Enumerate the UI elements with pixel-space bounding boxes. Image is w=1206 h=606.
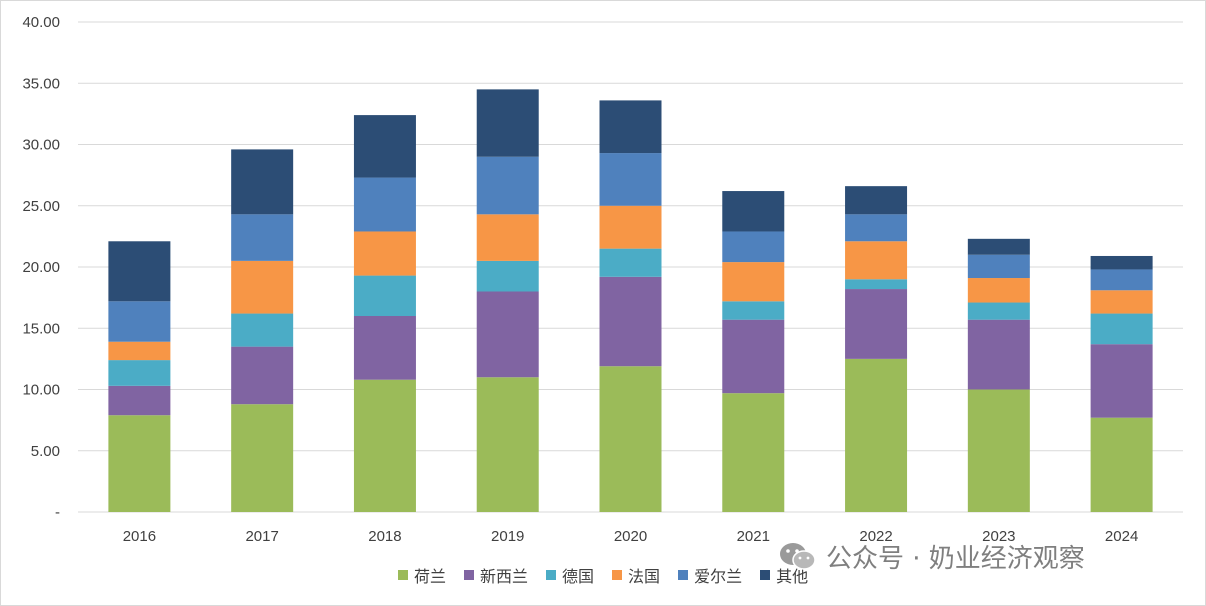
bar-segment	[231, 214, 294, 261]
x-tick-label: 2021	[737, 528, 770, 545]
bar-segment	[967, 302, 1030, 320]
y-tick-label: 40.00	[22, 14, 60, 31]
legend: 荷兰 新西兰 德国 法国 爱尔兰 其他	[398, 563, 808, 587]
x-tick-label: 2020	[614, 528, 647, 545]
bar-segment	[353, 316, 416, 380]
bar-segment	[476, 156, 539, 215]
bars	[108, 89, 1153, 512]
legend-label: 爱尔兰	[694, 567, 743, 586]
bar-segment	[599, 153, 662, 206]
x-axis-ticks: 2016 2017 2018 2019 2020 2021 2022 2023 2024	[123, 528, 1139, 545]
bar-segment	[845, 358, 908, 512]
y-axis-ticks: - 5.00 10.00 15.00 20.00 25.00 30.00 35.00 40.00	[22, 14, 60, 521]
bar-segment	[967, 278, 1030, 303]
y-tick-label: 20.00	[22, 259, 60, 276]
y-tick-label: 10.00	[22, 382, 60, 399]
bar-segment	[722, 191, 785, 232]
legend-swatch	[546, 570, 557, 580]
legend-swatch	[760, 570, 771, 580]
bar-segment	[967, 238, 1030, 255]
y-tick-label: 30.00	[22, 137, 60, 154]
bar-segment	[1090, 255, 1153, 270]
bar-segment	[1090, 344, 1153, 418]
bar-segment	[1090, 269, 1153, 291]
bar-segment	[722, 393, 785, 512]
bar-segment	[599, 100, 662, 154]
bar-segment	[845, 289, 908, 359]
legend-label: 其他	[776, 567, 809, 586]
bar-segment	[353, 379, 416, 512]
bar-segment	[353, 177, 416, 232]
x-tick-label: 2022	[859, 528, 892, 545]
x-tick-label: 2018	[368, 528, 401, 545]
bar-segment	[599, 366, 662, 512]
bar-segment	[476, 214, 539, 261]
y-tick-label: 35.00	[22, 75, 60, 92]
bar-segment	[967, 389, 1030, 512]
bar-segment	[845, 241, 908, 280]
legend-item: 荷兰	[398, 563, 446, 587]
y-tick-label: 5.00	[31, 443, 60, 460]
legend-item: 爱尔兰	[678, 563, 742, 587]
x-tick-label: 2019	[491, 528, 524, 545]
bar-segment	[845, 186, 908, 215]
bar-segment	[967, 254, 1030, 279]
bar-segment	[108, 415, 171, 512]
x-tick-label: 2016	[123, 528, 156, 545]
y-tick-label: 25.00	[22, 198, 60, 215]
watermark-text: 公众号 · 奶业经济观察	[826, 544, 1085, 574]
x-tick-label: 2024	[1105, 528, 1138, 545]
legend-swatch	[398, 570, 408, 580]
legend-swatch	[612, 570, 623, 580]
legend-swatch	[464, 570, 475, 580]
bar-segment	[599, 205, 662, 249]
bar-segment	[476, 377, 539, 512]
bar-segment	[722, 301, 785, 320]
watermark: 公众号 · 奶业经济观察	[778, 538, 1085, 575]
bar-segment	[108, 385, 171, 416]
legend-item: 其他	[760, 563, 808, 587]
bar-segment	[231, 346, 294, 405]
x-tick-label: 2023	[982, 528, 1015, 545]
bar-segment	[108, 241, 171, 302]
bar-segment	[231, 404, 294, 512]
bar-segment	[1090, 290, 1153, 314]
bar-segment	[476, 291, 539, 378]
bar-segment	[231, 149, 294, 215]
x-tick-label: 2017	[245, 528, 278, 545]
y-tick-label: -	[55, 504, 60, 521]
y-tick-label: 15.00	[22, 320, 60, 337]
legend-label: 法国	[628, 567, 661, 586]
bar-segment	[353, 231, 416, 276]
wechat-icon	[778, 541, 818, 573]
stacked-bar-chart: - 5.00 10.00 15.00 20.00 25.00 30.00 35.00 40.00…	[22, 14, 1183, 545]
legend-label: 荷兰	[414, 567, 447, 586]
bar-segment	[845, 214, 908, 242]
bar-segment	[722, 262, 785, 302]
bar-segment	[476, 260, 539, 292]
bar-segment	[231, 260, 294, 314]
bar-segment	[599, 248, 662, 277]
bar-segment	[845, 279, 908, 290]
bar-segment	[476, 89, 539, 157]
legend-item: 德国	[546, 563, 594, 587]
bar-segment	[599, 276, 662, 367]
bar-segment	[722, 319, 785, 394]
bar-segment	[108, 301, 171, 342]
bar-segment	[108, 341, 171, 361]
bar-segment	[1090, 417, 1153, 512]
legend-item: 法国	[612, 563, 660, 587]
legend-label: 新西兰	[480, 567, 529, 586]
bar-segment	[108, 360, 171, 386]
bar-segment	[722, 231, 785, 263]
legend-swatch	[678, 570, 689, 580]
legend-label: 德国	[562, 567, 595, 586]
legend-item: 新西兰	[464, 563, 528, 587]
bar-segment	[231, 313, 294, 347]
bar-segment	[967, 319, 1030, 390]
bar-segment	[353, 275, 416, 316]
bar-segment	[353, 115, 416, 178]
bar-segment	[1090, 313, 1153, 345]
